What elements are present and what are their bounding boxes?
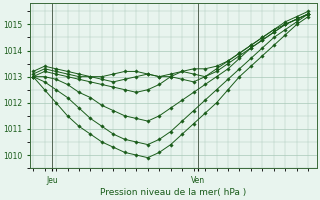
X-axis label: Pression niveau de la mer( hPa ): Pression niveau de la mer( hPa ): [100, 188, 247, 197]
